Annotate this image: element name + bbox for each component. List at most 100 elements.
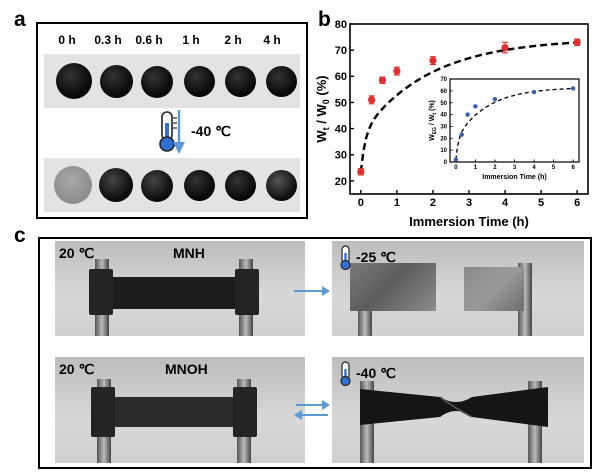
x-tick-label: 3 <box>513 165 517 171</box>
row2-left-temperature: 20 ℃ <box>59 361 95 377</box>
row1-material-label: MNH <box>173 245 205 261</box>
sample-disc <box>225 66 256 97</box>
sample-disc <box>141 66 173 98</box>
y-tick-label: 20 <box>335 176 347 188</box>
inset-data-points <box>453 86 576 162</box>
data-point <box>573 38 581 46</box>
sample-disc <box>225 170 256 201</box>
data-point <box>531 89 537 95</box>
sample-disc <box>184 66 215 97</box>
frozen-piece-left <box>350 263 436 311</box>
sample-disc <box>100 65 133 98</box>
main-data-points <box>357 38 581 176</box>
photo-mnh-frozen: -25 ℃ <box>332 241 584 336</box>
down-arrow-icon <box>173 110 185 154</box>
row1-right-temperature: -25 ℃ <box>356 249 396 265</box>
y-tick-label: 40 <box>335 123 347 135</box>
y-tick-label: 60 <box>440 89 447 95</box>
x-tick-label: 0 <box>454 165 458 171</box>
clamp-block-left <box>89 269 113 315</box>
y-tick-label: 10 <box>440 148 447 154</box>
data-point <box>473 104 478 109</box>
time-label-4: 2 h <box>224 33 242 47</box>
sample-disc <box>99 168 133 202</box>
time-label-0: 0 h <box>58 33 76 47</box>
inset-x-axis-label: Immersion Time (h) <box>482 174 546 181</box>
data-point <box>465 112 470 117</box>
y-tick-label: 20 <box>440 136 447 142</box>
data-point <box>368 96 376 104</box>
time-label-3: 1 h <box>182 33 200 47</box>
time-label-1: 0.3 h <box>94 33 122 47</box>
panel-c-letter: c <box>14 224 26 247</box>
inset-plot-frame <box>449 78 580 163</box>
right-arrow-icon <box>294 286 330 296</box>
main-y-axis-label: Wt / W0 (%) <box>314 75 331 142</box>
sample-disc <box>56 63 92 99</box>
row2-right-temperature: -40 ℃ <box>356 365 396 381</box>
x-tick-label: 3 <box>466 197 472 209</box>
x-tick-label: 5 <box>538 197 544 209</box>
y-tick-label: 0 <box>444 160 448 166</box>
y-tick-label: 70 <box>440 77 447 83</box>
y-tick-label: 50 <box>440 101 447 107</box>
main-x-axis-label: Immersion Time (h) <box>409 214 529 229</box>
sample-disc <box>266 170 297 201</box>
thermometer-icon <box>340 361 351 387</box>
x-tick-label: 4 <box>502 197 509 209</box>
x-tick-label: 2 <box>430 197 436 209</box>
y-tick-label: 30 <box>335 150 347 162</box>
data-point <box>393 67 401 75</box>
photo-mnoh-frozen: -40 ℃ <box>332 357 584 463</box>
data-point <box>378 76 387 84</box>
photo-mnh-room-temp: 20 ℃ MNH <box>55 241 305 336</box>
y-tick-label: 50 <box>335 97 347 109</box>
data-point <box>429 57 437 65</box>
frozen-piece-right <box>464 267 524 311</box>
hydrogel-strip <box>107 397 243 427</box>
sample-disc <box>184 170 215 201</box>
data-point <box>570 86 576 91</box>
time-label-5: 4 h <box>263 33 281 47</box>
main-fit-curve <box>359 41 578 172</box>
photo-mnoh-room-temp: 20 ℃ MNOH <box>55 357 305 463</box>
clamp-block-right <box>233 387 257 437</box>
x-tick-label: 6 <box>571 165 575 171</box>
time-label-2: 0.6 h <box>135 33 163 47</box>
y-tick-label: 60 <box>335 71 347 83</box>
x-tick-label: 5 <box>552 165 556 171</box>
panel-a-letter: a <box>14 8 26 31</box>
twisted-hydrogel-strip <box>360 387 548 427</box>
clamp-block-left <box>91 387 115 437</box>
x-tick-label: 0 <box>358 197 364 209</box>
x-tick-label: 2 <box>493 165 497 171</box>
data-point <box>501 43 509 52</box>
sample-disc <box>266 66 297 97</box>
x-tick-label: 1 <box>474 165 478 171</box>
data-point <box>492 96 498 102</box>
sample-strip-initial <box>44 54 300 108</box>
y-tick-label: 70 <box>335 45 347 57</box>
data-point <box>357 168 365 176</box>
row1-left-temperature: 20 ℃ <box>59 245 95 261</box>
panel-c-frame: 20 ℃ MNH -25 ℃ 20 ℃ MNOH <box>38 237 592 469</box>
y-tick-label: 30 <box>440 125 447 131</box>
sample-disc <box>141 170 173 202</box>
inset-y-axis-label: WEG / Wt (%) <box>429 100 438 141</box>
x-tick-label: 4 <box>532 165 536 171</box>
thermometer-icon <box>340 245 351 271</box>
y-tick-label: 80 <box>335 19 347 31</box>
hydrogel-strip <box>105 277 247 309</box>
inset-fit-curve <box>455 87 574 160</box>
clamp-block-right <box>235 269 259 315</box>
x-tick-label: 1 <box>394 197 400 209</box>
bidirectional-arrow-icon <box>294 400 330 420</box>
sample-strip-frozen <box>44 158 300 212</box>
panel-b-letter: b <box>318 8 331 31</box>
sample-disc-frozen <box>54 166 92 204</box>
y-tick-label: 40 <box>440 113 447 119</box>
data-point <box>459 132 464 137</box>
row2-material-label: MNOH <box>165 361 208 377</box>
